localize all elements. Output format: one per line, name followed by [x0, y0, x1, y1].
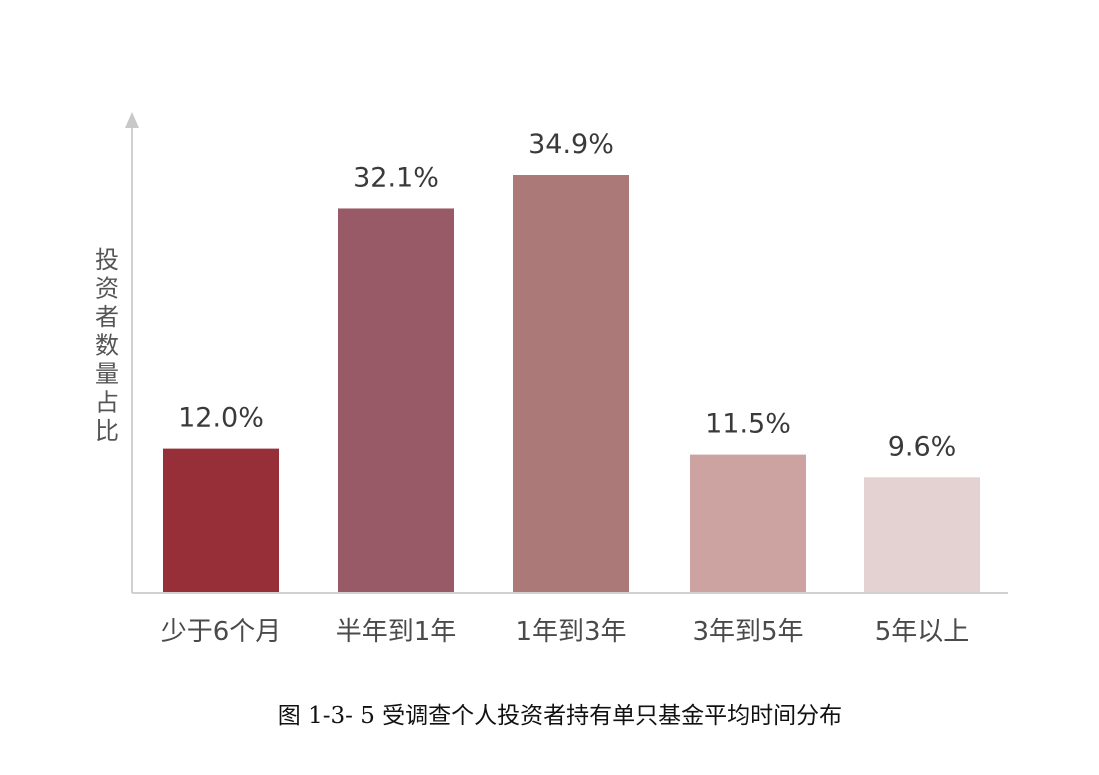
bar-5: [864, 477, 980, 592]
value-label-4: 11.5%: [705, 409, 791, 440]
bar-3: [513, 175, 629, 592]
bar-2: [338, 208, 454, 593]
figure-caption: 图 1-3- 5 受调查个人投资者持有单只基金平均时间分布: [278, 703, 842, 729]
value-label-5: 9.6%: [888, 431, 957, 462]
value-label-2: 32.1%: [353, 162, 439, 193]
bar-4: [690, 454, 806, 592]
x-tick-label-1: 少于6个月: [161, 617, 282, 647]
bar-1: [163, 448, 279, 592]
x-tick-label-3: 1年到3年: [515, 617, 626, 647]
y-axis-arrow: [125, 112, 139, 128]
tick-labels-group: 少于6个月 半年到1年 1年到3年 3年到5年 5年以上: [161, 617, 970, 647]
value-label-3: 34.9%: [528, 129, 614, 160]
value-label-1: 12.0%: [178, 403, 264, 434]
bars-group: [163, 175, 980, 593]
x-tick-label-5: 5年以上: [875, 617, 970, 647]
x-tick-label-4: 3年到5年: [692, 617, 803, 647]
y-axis-label: 投资者数量占比: [95, 246, 119, 445]
x-tick-label-2: 半年到1年: [336, 617, 457, 647]
value-labels-group: 12.0% 32.1% 34.9% 11.5% 9.6%: [178, 129, 956, 462]
